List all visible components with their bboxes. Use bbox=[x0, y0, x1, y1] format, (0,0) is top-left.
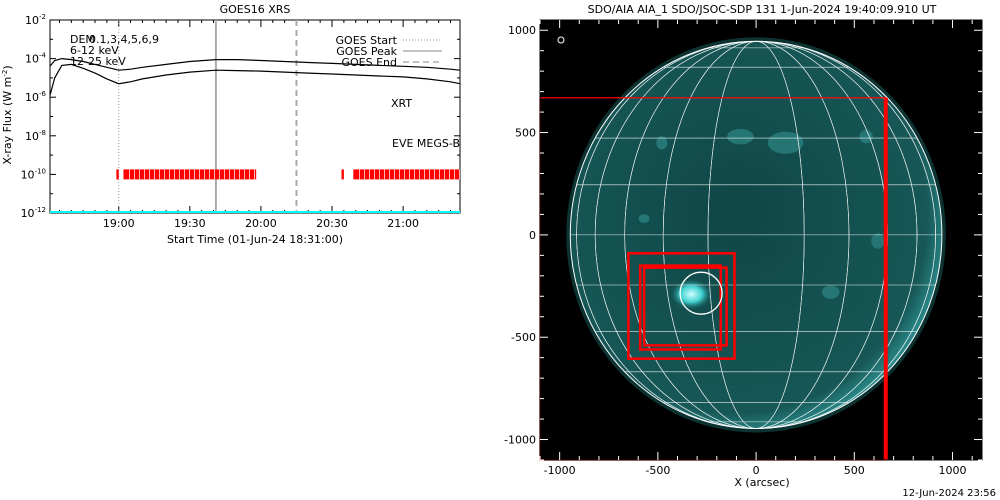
legend-label-dashed: GOES End bbox=[341, 56, 397, 69]
xrt-small-fov-box-2 bbox=[638, 264, 722, 351]
goes-y-tick-label: 10-12 bbox=[21, 206, 46, 220]
aia-y-tick-label: -500 bbox=[511, 331, 536, 344]
active-region bbox=[859, 129, 873, 144]
goes-y-tick-label: 10-2 bbox=[25, 13, 46, 27]
goes-y-tick-label: 10-8 bbox=[25, 129, 46, 143]
xrt-coverage-bar bbox=[116, 169, 119, 180]
aia-x-tick-label: -500 bbox=[645, 464, 670, 477]
aia-legend-label: AIA flare location bbox=[568, 36, 653, 47]
channel-12-25-kev-label: 12-25 keV bbox=[70, 55, 126, 68]
aia-y-tick-label: 500 bbox=[515, 127, 536, 140]
xrt-coverage-bar bbox=[353, 169, 460, 180]
aia-x-axis-label: X (arcsec) bbox=[734, 476, 789, 489]
legend-label-dotted: GOES Start bbox=[336, 34, 398, 47]
goes-flux-series-1 bbox=[49, 63, 461, 96]
footer-timestamp: 12-Jun-2024 23:56 bbox=[902, 488, 996, 499]
goes-plot-area: 10-2 10-4 10-6 10-8 10-10 10-12 19:00 19:30 20:0… bbox=[21, 13, 461, 230]
goes-x-tick-label: 19:30 bbox=[174, 217, 206, 230]
aia-plot-area: -1000 -500 0 500 1000 1000 500 0 -500 -1000 AIA fl… bbox=[504, 19, 983, 477]
goes-x-tick-label: 21:00 bbox=[387, 217, 419, 230]
xrt-small-fov-box-3 bbox=[642, 266, 728, 347]
flare-location-marker bbox=[679, 271, 723, 315]
xrt-fov-annotation: XRT FOV bbox=[552, 423, 599, 436]
aia-y-tick-label: 1000 bbox=[508, 24, 536, 37]
goes-y-tick-label: 10-10 bbox=[21, 167, 46, 181]
xrt-coverage-bar bbox=[341, 169, 344, 180]
xrt-coverage-bar bbox=[123, 169, 257, 180]
aia-chart-title: SDO/AIA AIA_1 SDO/JSOC-SDP 131 1-Jun-202… bbox=[588, 3, 937, 16]
goes-x-tick-label: 19:00 bbox=[103, 217, 135, 230]
active-region bbox=[638, 214, 650, 223]
goes-x-axis-label: Start Time (01-Jun-24 18:31:00) bbox=[167, 233, 343, 246]
xrt-annotation: XRT bbox=[391, 97, 412, 110]
flare-brightening bbox=[669, 278, 714, 311]
goes-y-tick-label: 10-4 bbox=[25, 52, 47, 66]
aia-legend-circle-icon bbox=[557, 36, 565, 44]
channel-6-12-kev-label: 6-12 keV bbox=[70, 44, 119, 57]
aia-x-tick-label: 0 bbox=[753, 464, 760, 477]
active-region bbox=[821, 285, 840, 299]
active-region bbox=[871, 233, 885, 249]
goes-flux-series-2 bbox=[49, 57, 461, 71]
aia-image-chart: SDO/AIA AIA_1 SDO/JSOC-SDP 131 1-Jun-202… bbox=[504, 3, 983, 489]
active-region bbox=[727, 128, 754, 145]
aia-y-tick-label: 0 bbox=[529, 229, 536, 242]
goes-chart-title: GOES16 XRS bbox=[220, 3, 291, 16]
aia-x-tick-label: 1000 bbox=[939, 464, 967, 477]
active-region bbox=[767, 131, 804, 154]
active-region bbox=[656, 136, 668, 150]
xrt-small-fov-box-1 bbox=[627, 252, 736, 360]
goes-xrs-chart: GOES16 XRS 10-2 10-4 10-6 10-8 10-10 10-12 19:… bbox=[1, 3, 461, 246]
goes-x-tick-label: 20:30 bbox=[316, 217, 348, 230]
dem-label: DEM bbox=[70, 33, 95, 46]
aia-y-tick-label: -1000 bbox=[504, 434, 536, 447]
aia-plot-frame bbox=[539, 19, 983, 461]
solar-limb bbox=[569, 40, 943, 429]
aia-x-tick-label: -1000 bbox=[544, 464, 576, 477]
legend-label-solid: GOES Peak bbox=[336, 45, 397, 58]
goes-y-tick-label: 10-6 bbox=[25, 90, 47, 104]
eve-megs-b-annotation: EVE MEGS-B bbox=[392, 137, 460, 150]
dem-temperatures-label: 0.1,3,4,5,6,9 bbox=[89, 33, 159, 46]
goes-y-axis-label: X-ray Flux (W m-2) bbox=[1, 65, 14, 164]
goes-x-tick-label: 20:00 bbox=[245, 217, 277, 230]
aia-x-tick-label: 500 bbox=[844, 464, 865, 477]
